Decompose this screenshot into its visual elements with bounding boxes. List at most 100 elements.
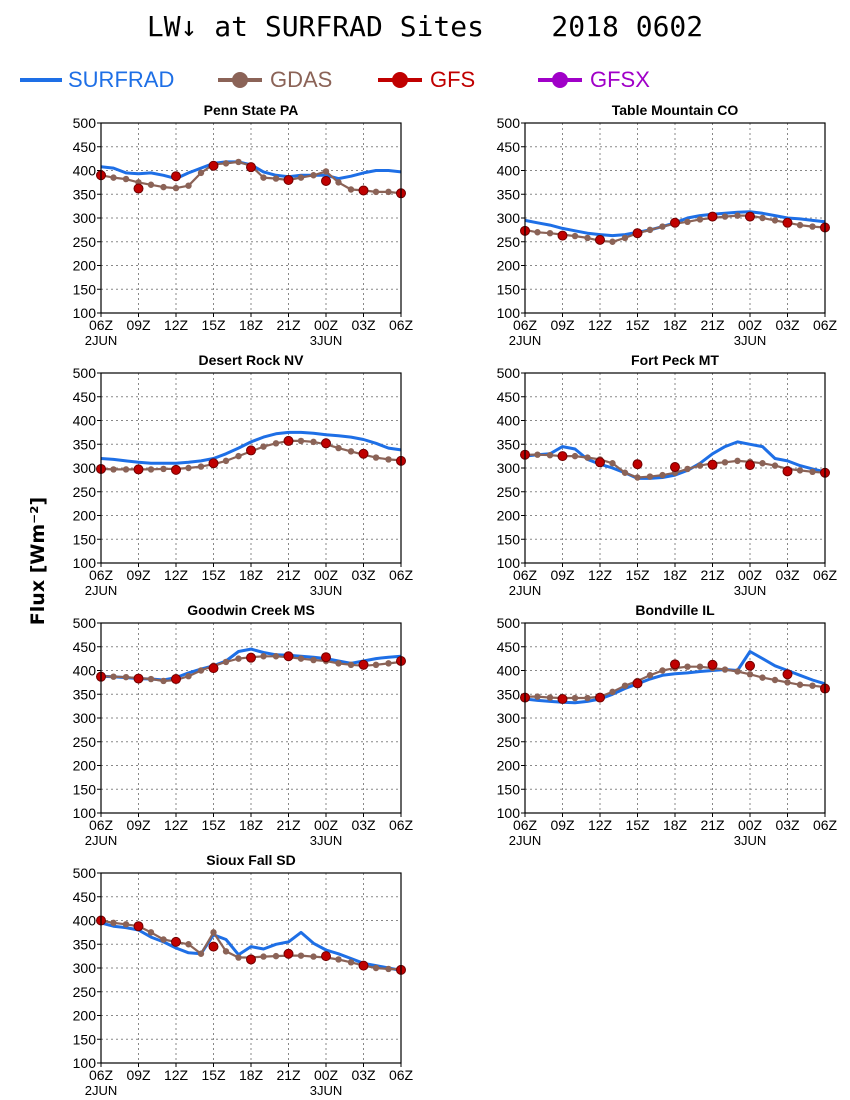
gdas-point <box>310 656 317 664</box>
gdas-point <box>385 188 392 196</box>
legend-label-gdas: GDAS <box>270 67 332 92</box>
gdas-point <box>809 468 816 475</box>
x-tick-label: 03Z <box>351 817 376 833</box>
y-tick-label: 200 <box>497 758 521 774</box>
date-label: 2JUN <box>85 583 118 598</box>
gdas-point <box>721 213 729 220</box>
gdas-point <box>122 175 130 183</box>
gfs-point <box>595 457 605 468</box>
panel-title: Desert Rock NV <box>198 352 304 368</box>
x-tick-label: 21Z <box>700 317 725 333</box>
gdas-point <box>759 674 766 681</box>
gdas-point <box>297 174 305 181</box>
x-tick-label: 06Z <box>89 317 114 333</box>
gfs-point <box>358 659 369 670</box>
gfs-point <box>670 462 680 473</box>
y-tick-label: 400 <box>497 413 521 429</box>
legend-label-gfsx: GFSX <box>590 67 650 92</box>
gfs-point <box>782 217 793 228</box>
gdas-point <box>796 681 804 688</box>
gfs-point <box>283 948 294 959</box>
gfs-point <box>745 660 755 671</box>
y-tick-label: 250 <box>73 984 97 1000</box>
date-label: 2JUN <box>509 583 542 598</box>
y-tick-label: 400 <box>497 163 521 179</box>
gdas-point <box>260 443 267 450</box>
y-tick-label: 300 <box>73 710 97 726</box>
y-tick-label: 500 <box>497 615 521 631</box>
gfs-point <box>557 230 568 241</box>
gdas-point <box>571 452 579 460</box>
x-tick-label: 00Z <box>314 817 339 833</box>
gdas-point <box>584 234 591 242</box>
x-tick-label: 06Z <box>389 317 414 333</box>
legend-item-gdas: GDAS <box>218 67 332 92</box>
gdas-point <box>372 454 380 461</box>
gdas-point <box>310 172 317 179</box>
gdas-point <box>609 460 616 467</box>
gdas-point <box>197 463 205 470</box>
gfs-point <box>321 951 331 962</box>
panel-bondville-il: Bondville IL 100 150 200 250 300 350 400 450 500 0… <box>497 602 838 848</box>
gfs-point <box>745 460 755 471</box>
gdas-point <box>684 465 691 473</box>
x-tick-label: 12Z <box>588 817 613 833</box>
panel-table-mountain-co: Table Mountain CO 100 150 200 250 300 350 400 45… <box>497 102 838 348</box>
gdas-point <box>759 460 766 467</box>
x-tick-label: 03Z <box>775 817 800 833</box>
x-tick-label: 06Z <box>389 817 414 833</box>
gdas-point <box>147 181 155 188</box>
gdas-point <box>759 214 766 222</box>
legend-label-surfrad: SURFRAD <box>68 67 174 92</box>
gfs-point <box>171 936 181 947</box>
gdas-point <box>385 660 392 667</box>
y-tick-label: 300 <box>73 210 97 226</box>
y-tick-label: 150 <box>497 531 521 547</box>
gfs-point <box>133 673 144 684</box>
plot-frame <box>524 122 826 314</box>
y-tick-label: 400 <box>73 663 97 679</box>
gfs-point <box>358 448 369 459</box>
x-tick-label: 15Z <box>201 317 226 333</box>
y-tick-label: 100 <box>73 1055 97 1071</box>
gfs-point <box>208 160 219 171</box>
gdas-point <box>534 229 541 236</box>
x-tick-label: 09Z <box>550 817 575 833</box>
panel-title: Bondville IL <box>635 602 715 618</box>
x-tick-label: 00Z <box>314 317 339 333</box>
x-tick-label: 18Z <box>663 817 688 833</box>
x-tick-label: 03Z <box>351 317 376 333</box>
gdas-point <box>160 183 167 191</box>
gfs-point <box>782 466 793 477</box>
date-label: 2JUN <box>85 1083 118 1098</box>
panel-title: Fort Peck MT <box>631 352 719 368</box>
gdas-point <box>534 693 541 700</box>
y-tick-label: 450 <box>497 389 521 405</box>
y-tick-label: 150 <box>73 281 97 297</box>
x-tick-label: 18Z <box>239 817 264 833</box>
date-label: 3JUN <box>734 833 767 848</box>
series-surfrad-line <box>100 430 402 465</box>
x-tick-label: 06Z <box>813 317 838 333</box>
gfs-point <box>321 175 331 186</box>
y-tick-label: 250 <box>497 484 521 500</box>
y-tick-label: 450 <box>497 139 521 155</box>
gdas-point <box>122 466 130 473</box>
gdas-point <box>160 465 167 473</box>
x-tick-label: 15Z <box>625 567 650 583</box>
x-tick-label: 21Z <box>276 1067 301 1083</box>
x-tick-label: 12Z <box>164 567 189 583</box>
gfs-point <box>171 171 181 182</box>
gdas-point <box>546 451 554 459</box>
gfs-point <box>707 459 718 470</box>
gdas-point <box>546 694 554 701</box>
gfs-point <box>246 162 256 173</box>
x-tick-label: 18Z <box>239 1067 264 1083</box>
gdas-point <box>771 217 779 224</box>
gdas-point <box>546 230 554 237</box>
gdas-point <box>809 682 816 689</box>
gdas-point <box>646 226 654 234</box>
x-tick-label: 09Z <box>126 1067 151 1083</box>
y-tick-label: 150 <box>497 281 521 297</box>
gdas-point <box>147 466 155 473</box>
